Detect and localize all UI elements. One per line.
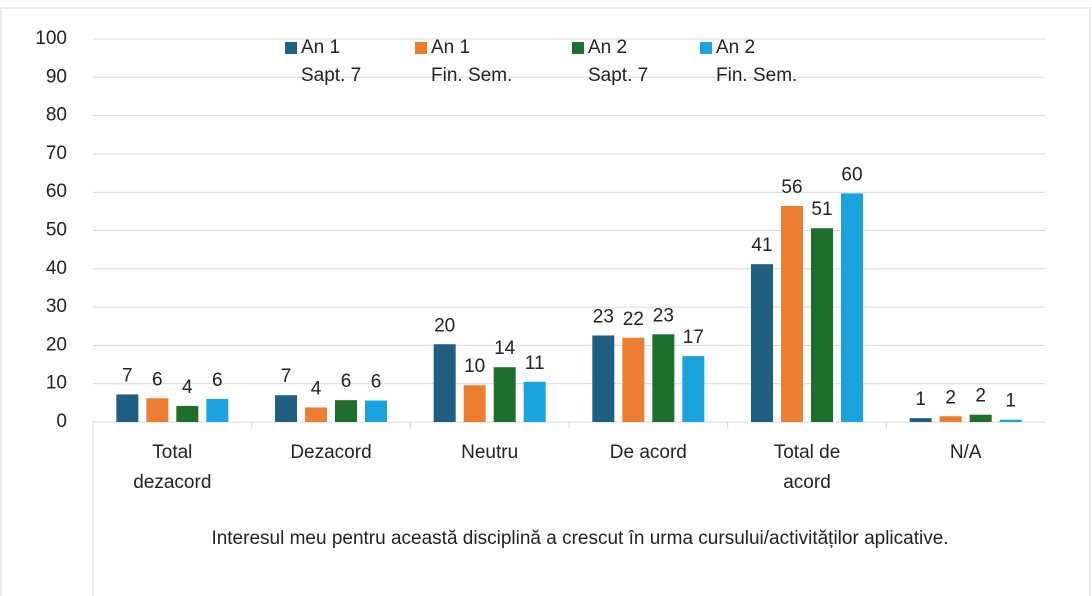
data-label: 14 (494, 338, 516, 359)
data-label: 7 (122, 365, 133, 386)
y-tick-label: 50 (46, 220, 67, 241)
bar (493, 367, 516, 422)
x-tick-label: De acord (609, 442, 687, 463)
data-label: 17 (683, 327, 704, 348)
bar (116, 394, 139, 422)
data-label: 51 (811, 199, 832, 220)
bar (275, 395, 297, 422)
bar (176, 405, 199, 422)
bar (652, 334, 675, 422)
data-label: 2 (945, 387, 956, 408)
data-label: 6 (152, 369, 163, 390)
bar (781, 205, 803, 422)
bar (335, 400, 357, 422)
legend-swatch (700, 42, 712, 54)
y-tick-label: 10 (46, 373, 67, 394)
data-label: 56 (781, 177, 802, 198)
legend-entry: An 1 Fin. Sem. (415, 34, 512, 90)
bar (523, 381, 546, 422)
data-label: 60 (841, 164, 862, 185)
y-tick-label: 90 (46, 66, 67, 87)
data-label: 10 (464, 356, 485, 377)
legend-entry: An 1 Sapt. 7 (285, 34, 361, 90)
data-label: 41 (751, 235, 772, 256)
data-label: 6 (341, 371, 352, 392)
bar (811, 228, 833, 422)
data-label: 1 (915, 389, 926, 410)
data-label: 6 (212, 370, 223, 391)
bar (622, 337, 645, 422)
data-label: 23 (653, 305, 674, 326)
bar (305, 407, 327, 422)
bar (463, 385, 486, 422)
data-label: 4 (182, 377, 193, 398)
bar (999, 419, 1022, 422)
data-label: 7 (281, 366, 292, 387)
x-tick-label: Total de acord (773, 442, 841, 493)
data-label: 1 (1005, 391, 1016, 412)
bar (206, 399, 229, 422)
bar (682, 356, 705, 422)
legend-label: An 1 Sapt. 7 (301, 37, 362, 86)
legend-entry: An 2 Sapt. 7 (572, 34, 648, 90)
x-tick-label: Dezacord (290, 442, 372, 463)
legend-swatch (572, 42, 584, 54)
legend-label: An 1 Fin. Sem. (431, 37, 513, 86)
legend-label: An 2 Sapt. 7 (588, 37, 649, 86)
data-label: 6 (371, 372, 382, 393)
x-tick-label: Neutru (461, 442, 519, 463)
y-tick-label: 70 (46, 143, 67, 164)
y-tick-label: 60 (46, 181, 67, 202)
bar (969, 414, 992, 422)
data-label: 22 (623, 309, 644, 330)
y-tick-label: 0 (56, 411, 67, 432)
y-tick-label: 20 (46, 334, 67, 355)
bar (592, 335, 615, 422)
bar (146, 398, 169, 422)
data-label: 23 (593, 306, 614, 327)
data-label: 2 (975, 386, 986, 407)
legend-swatch (285, 42, 297, 54)
legend-label: An 2 Fin. Sem. (716, 37, 798, 86)
bar (939, 416, 962, 422)
y-tick-label: 30 (46, 296, 67, 317)
bar (909, 418, 932, 422)
chart-frame (0, 7, 1091, 596)
x-tick-label: N/A (949, 442, 982, 463)
data-label: 11 (525, 353, 545, 374)
data-label: 4 (311, 378, 322, 399)
bar (365, 400, 387, 422)
x-tick-label: Total dezacord (133, 442, 212, 493)
bar (751, 264, 773, 422)
data-label: 20 (434, 315, 455, 336)
y-tick-label: 80 (46, 105, 67, 126)
legend-swatch (415, 42, 427, 54)
y-tick-label: 40 (46, 258, 67, 279)
y-tick-label: 100 (35, 28, 67, 49)
x-axis-title: Interesul meu pentru această disciplină … (211, 528, 949, 549)
bar (433, 344, 456, 422)
bar (841, 193, 863, 422)
legend-entry: An 2 Fin. Sem. (700, 34, 797, 90)
